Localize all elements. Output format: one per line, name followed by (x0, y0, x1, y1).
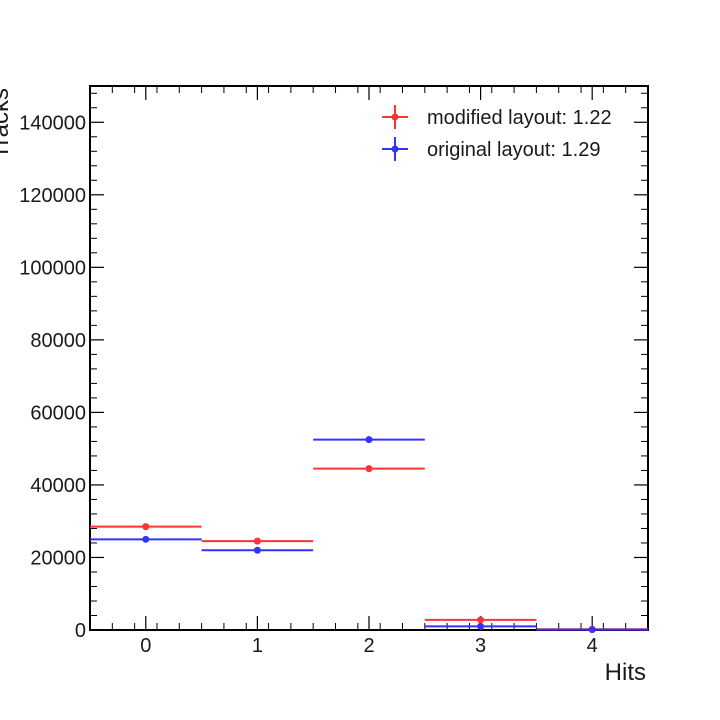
series-layer (90, 436, 648, 634)
y-tick-label: 80000 (30, 330, 86, 352)
minor-ticks (89, 86, 649, 630)
y-tick-labels: 0 20000 40000 60000 80000 100000 120000 140000 (19, 112, 86, 642)
legend-label: modified layout: 1.22 (427, 107, 612, 129)
legend-label: original layout: 1.29 (427, 139, 600, 161)
data-point (477, 616, 485, 624)
data-point (253, 537, 261, 545)
data-point (588, 626, 596, 634)
data-point (365, 436, 373, 444)
x-tick-label: 4 (587, 635, 598, 657)
data-point (142, 535, 150, 543)
legend-item: modified layout: 1.22 (382, 105, 612, 129)
y-tick-label: 20000 (30, 547, 86, 569)
data-point (142, 523, 150, 531)
y-tick-label: 40000 (30, 475, 86, 497)
series-0 (90, 465, 648, 633)
y-axis-label: Tracks (0, 88, 14, 159)
data-point (477, 622, 485, 630)
x-tick-labels: 0 1 2 3 4 (140, 635, 598, 657)
x-tick-label: 2 (363, 635, 374, 657)
major-ticks (90, 86, 648, 631)
legend: modified layout: 1.22 original layout: 1.… (382, 105, 612, 161)
x-tick-label: 0 (140, 635, 151, 657)
y-tick-label: 60000 (30, 402, 86, 424)
plot-frame (89, 85, 649, 631)
y-tick-label: 140000 (19, 112, 86, 134)
x-tick-label: 1 (252, 635, 263, 657)
y-tick-label: 120000 (19, 185, 86, 207)
y-tick-label: 0 (75, 620, 86, 642)
x-axis-label: Hits (605, 659, 646, 686)
data-point (365, 465, 373, 473)
series-1 (90, 436, 648, 634)
legend-marker-dot (391, 145, 399, 153)
data-point (253, 546, 261, 554)
y-tick-label: 100000 (19, 257, 86, 279)
legend-marker-dot (391, 113, 399, 121)
x-tick-label: 3 (475, 635, 486, 657)
legend-item: original layout: 1.29 (382, 137, 600, 161)
